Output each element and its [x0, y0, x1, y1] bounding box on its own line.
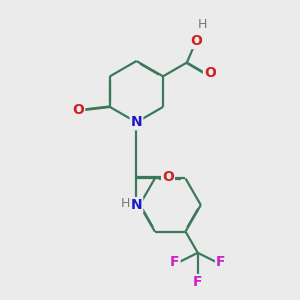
Text: F: F	[193, 275, 202, 289]
Text: O: O	[190, 34, 202, 48]
Text: H: H	[197, 18, 207, 31]
Text: F: F	[170, 255, 179, 269]
Text: O: O	[162, 170, 174, 184]
Text: F: F	[216, 255, 226, 269]
Text: N: N	[130, 115, 142, 129]
Text: N: N	[130, 198, 142, 212]
Text: H: H	[121, 197, 130, 210]
Text: O: O	[204, 66, 216, 80]
Text: O: O	[72, 103, 84, 117]
